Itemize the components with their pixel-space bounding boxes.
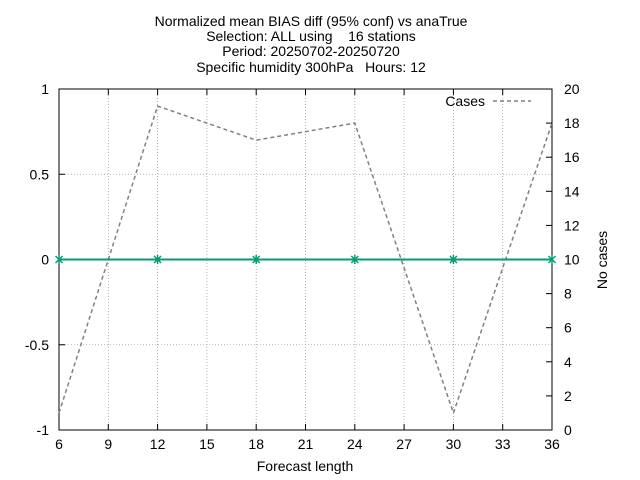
y2-tick-label: 20 [564,81,580,97]
axis-tick-labels: 6 9 12 15 18 21 24 27 30 33 3610.50-0.5-1201816141… [25,81,580,452]
y2-tick-label: 6 [564,320,572,336]
y2-tick-label: 0 [564,422,572,438]
x-tick-label: 33 [495,436,511,452]
bias-point-marker [54,255,64,264]
bias-point-marker [153,255,162,264]
title-line-2: Selection: ALL using 16 stations [206,28,416,44]
y2-tick-label: 2 [564,388,572,404]
y2-axis-label: No cases [594,231,610,289]
x-tick-label: 12 [150,436,166,452]
y-tick-label: -0.5 [25,337,49,353]
y2-tick-label: 16 [564,149,580,165]
y2-tick-label: 14 [564,183,580,199]
y2-tick-label: 18 [564,115,580,131]
bias-point-marker [350,255,359,264]
x-tick-label: 36 [544,436,560,452]
x-tick-label: 21 [298,436,314,452]
bias-point-marker [252,255,261,264]
y-tick-label: -1 [37,422,50,438]
cases-series-line [58,105,553,416]
legend: Cases [445,93,531,109]
legend-label-cases: Cases [445,93,485,109]
bias-point-marker [547,255,557,264]
series-layer [54,105,557,416]
y2-tick-label: 10 [564,252,580,268]
x-tick-label: 15 [199,436,215,452]
title-line-1: Normalized mean BIAS diff (95% conf) vs … [155,13,468,29]
x-tick-label: 24 [347,436,363,452]
y2-tick-label: 4 [564,354,572,370]
y-tick-label: 1 [41,81,49,97]
x-tick-label: 27 [396,436,412,452]
axis-ticks [58,88,553,431]
x-tick-label: 6 [55,436,63,452]
y2-tick-label: 12 [564,217,580,233]
y-tick-label: 0.5 [30,166,50,182]
x-tick-label: 30 [446,436,462,452]
y2-tick-label: 8 [564,286,572,302]
title-line-3: Period: 20250702-20250720 [222,43,400,59]
chart-title: Normalized mean BIAS diff (95% conf) vs … [155,13,468,75]
x-tick-label: 18 [248,436,264,452]
title-line-4: Specific humidity 300hPa Hours: 12 [196,59,426,75]
x-axis-label: Forecast length [257,458,354,474]
bias-point-marker [449,255,458,264]
x-tick-label: 9 [104,436,112,452]
y-tick-label: 0 [41,252,49,268]
